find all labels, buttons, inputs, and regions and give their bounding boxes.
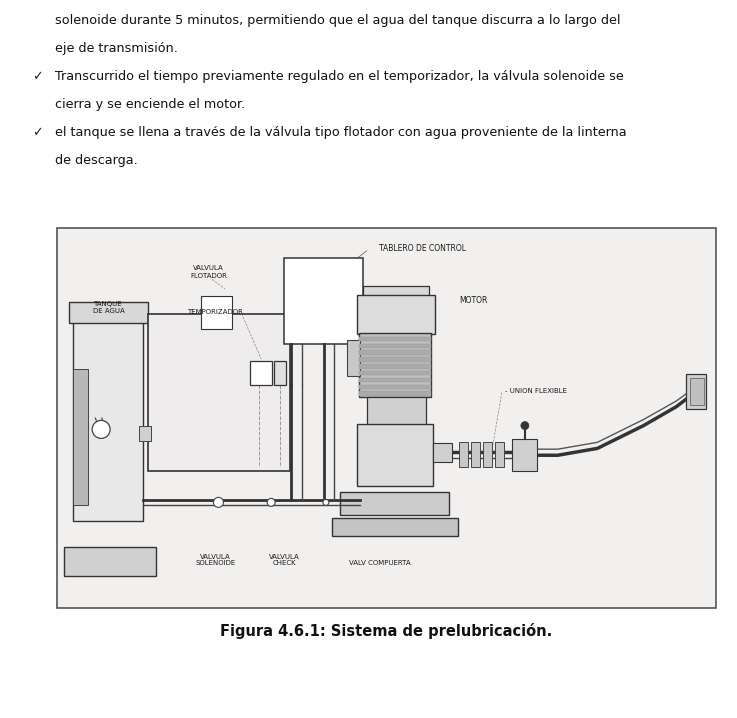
Bar [357, 424, 433, 486]
Bar [359, 333, 431, 397]
Circle shape [268, 498, 275, 506]
Text: VALVULA: VALVULA [269, 554, 300, 560]
Circle shape [92, 421, 110, 439]
Text: Transcurrido el tiempo previamente regulado en el temporizador, la válvula solen: Transcurrido el tiempo previamente regul… [55, 70, 624, 83]
Circle shape [323, 499, 329, 505]
Bar [360, 343, 430, 348]
Text: VALV COMPUERTA: VALV COMPUERTA [349, 560, 411, 567]
Bar [347, 340, 360, 376]
Bar [367, 397, 426, 426]
Bar [284, 258, 363, 344]
Bar [360, 371, 430, 376]
Text: ✓: ✓ [32, 70, 43, 83]
Text: el tanque se llena a través de la válvula tipo flotador con agua proveniente de : el tanque se llena a través de la válvul… [55, 126, 626, 139]
Bar [360, 385, 430, 389]
Bar [74, 315, 143, 521]
Bar [483, 442, 492, 467]
Bar [360, 337, 430, 341]
Bar [459, 442, 468, 467]
Bar [360, 357, 430, 362]
Bar [274, 361, 287, 385]
Text: solenoide durante 5 minutos, permitiendo que el agua del tanque discurra a lo la: solenoide durante 5 minutos, permitiendo… [55, 14, 621, 27]
Bar [57, 228, 716, 608]
Text: de descarga.: de descarga. [55, 154, 138, 167]
Text: cierra y se enciende el motor.: cierra y se enciende el motor. [55, 98, 245, 111]
Bar [686, 374, 706, 409]
Bar [139, 426, 151, 441]
Text: TEMPORIZADOR: TEMPORIZADOR [187, 309, 243, 314]
Bar [74, 368, 88, 505]
Circle shape [214, 498, 223, 508]
Bar [69, 302, 148, 323]
Bar [433, 443, 453, 462]
Circle shape [521, 421, 529, 429]
Text: VALVULA: VALVULA [200, 554, 231, 560]
Bar [148, 314, 290, 471]
Text: TABLERO DE CONTROL: TABLERO DE CONTROL [380, 244, 467, 253]
Text: CHECK: CHECK [273, 560, 296, 567]
Text: MOTOR: MOTOR [459, 296, 487, 304]
Bar [340, 492, 449, 515]
Text: FLOTADOR: FLOTADOR [190, 273, 227, 279]
Text: TANQUE: TANQUE [94, 301, 122, 307]
Bar [332, 518, 458, 536]
Bar [200, 297, 232, 329]
Bar [250, 361, 273, 385]
Bar [360, 364, 430, 368]
Bar [360, 378, 430, 382]
Bar [363, 286, 430, 297]
Bar [511, 439, 537, 471]
Bar [471, 442, 480, 467]
Bar [357, 294, 435, 335]
Text: DE AGUA: DE AGUA [94, 308, 125, 314]
Bar [495, 442, 504, 467]
Text: eje de transmisión.: eje de transmisión. [55, 42, 178, 55]
Text: SOLENOIDE: SOLENOIDE [195, 560, 235, 567]
Text: Figura 4.6.1: Sistema de prelubricación.: Figura 4.6.1: Sistema de prelubricación. [220, 623, 553, 639]
Bar [63, 547, 156, 576]
Text: VALVULA: VALVULA [193, 265, 224, 271]
Bar [360, 391, 430, 396]
Text: - UNION FLEXIBLE: - UNION FLEXIBLE [505, 388, 567, 394]
Bar [360, 350, 430, 355]
Text: ✓: ✓ [32, 126, 43, 139]
Bar [690, 378, 704, 405]
